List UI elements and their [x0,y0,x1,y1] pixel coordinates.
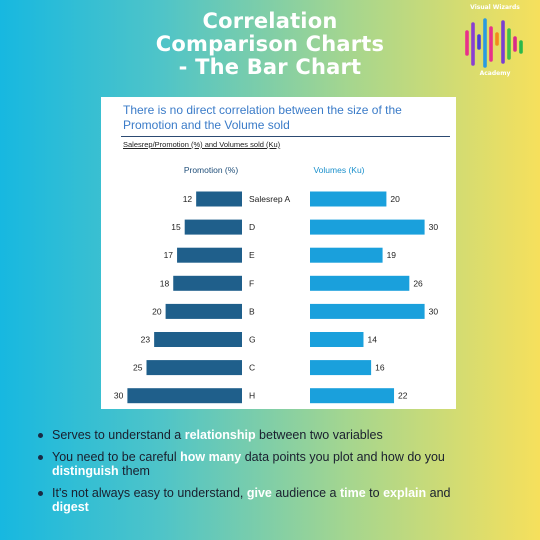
bullet-item: You need to be careful how many data poi… [38,450,488,478]
bar-chart: Promotion (%) Volumes (Ku) 12 Salesrep A 20 1… [114,165,439,404]
logo-top-text: Visual Wizards [470,4,520,11]
highlight-text: distinguish [52,464,119,478]
data-label-volume: 20 [390,194,400,204]
title-line-3: - The Bar Chart [178,55,362,79]
highlight-text: how many [180,450,242,464]
data-label-volume: 14 [367,335,377,345]
bar-volume [310,247,383,263]
data-label-promotion: 23 [141,335,151,345]
category-label: F [249,278,254,288]
bullet-text: It's not always easy to understand, [52,486,247,500]
category-label: E [249,250,255,260]
data-label-promotion: 12 [183,194,193,204]
data-label-volume: 30 [429,222,439,232]
highlight-text: explain [383,486,427,500]
bar-volume [310,219,425,235]
chart-title: There is no direct correlation between t… [123,103,402,132]
data-label-promotion: 25 [133,363,143,373]
data-label-volume: 19 [387,250,397,260]
chart-title-divider [121,136,450,137]
data-label-volume: 22 [398,391,408,401]
category-label: G [249,335,256,345]
bar-promotion [154,332,242,347]
data-label-volume: 26 [413,278,423,288]
chart-card: There is no direct correlation between t… [101,97,456,409]
chart-subtitle: Salesrep/Promotion (%) and Volumes sold … [123,140,281,149]
bar-volume [310,303,425,319]
title-line-2: Comparison Charts [155,32,385,56]
series-header-promotion: Promotion (%) [184,165,238,175]
title-line-1: Correlation [202,9,338,33]
logo-bottom-text: Academy [479,70,511,77]
bar-volume [310,388,395,404]
bullet-text: You need to be careful [52,450,181,464]
bar-promotion [127,388,242,404]
data-label-promotion: 30 [114,391,124,401]
bar-volume [310,275,410,291]
bar-promotion [146,360,242,376]
highlight-text: time [339,486,366,500]
category-label: Salesrep A [249,194,290,204]
bullet-item: Serves to understand a relationship betw… [38,428,488,442]
highlight-text: give [246,486,272,500]
data-label-promotion: 15 [171,222,181,232]
data-label-volume: 30 [429,306,439,316]
bullet-item: It's not always easy to understand, give… [38,486,488,514]
series-header-volumes: Volumes (Ku) [313,165,364,175]
bullet-text: and [426,486,451,500]
data-label-promotion: 20 [152,306,162,316]
bullet-text: to [365,486,384,500]
bullet-text: audience a [271,486,340,500]
bullet-text: Serves to understand a [52,428,185,442]
page-title: Correlation Comparison Charts - The Bar … [0,10,540,79]
bar-volume [310,191,387,207]
bar-volume [310,360,372,376]
category-label: H [249,391,255,401]
logo-stripes-icon [465,18,523,68]
bullet-text: them [118,464,150,478]
highlight-text: digest [52,500,89,514]
highlight-text: relationship [184,428,256,442]
category-label: C [249,363,255,373]
bullet-text: data points you plot and how do you [241,450,445,464]
category-label: D [249,222,255,232]
bar-promotion [165,303,242,319]
data-label-volume: 16 [375,363,385,373]
bar-promotion [177,247,242,263]
data-label-promotion: 17 [164,250,174,260]
bar-promotion [184,219,242,235]
bullet-text: between two variables [255,428,383,442]
bar-volume [310,332,364,347]
bullet-list: Serves to understand a relationship betw… [38,428,488,522]
bar-promotion [196,191,242,207]
bar-promotion [173,275,242,291]
data-label-promotion: 18 [160,278,170,288]
category-label: B [249,306,255,316]
academy-logo: Visual Wizards Academy [460,4,530,78]
